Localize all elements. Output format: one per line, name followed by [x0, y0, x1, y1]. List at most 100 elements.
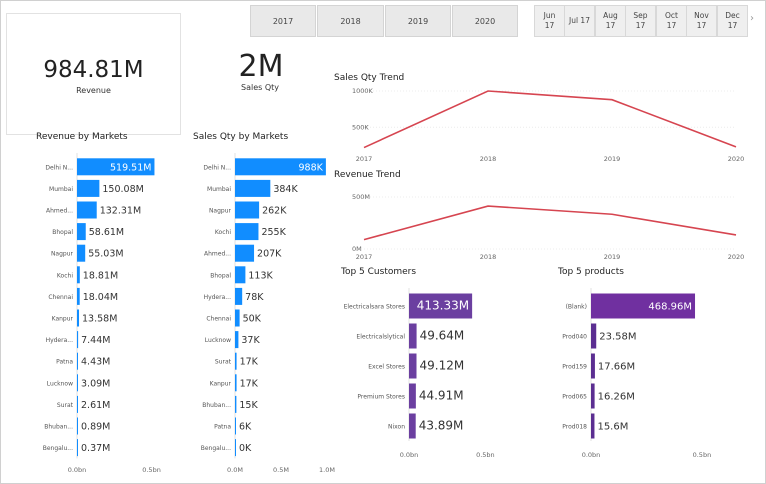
category-label: Lucknow: [205, 337, 231, 344]
year-slicer-2018[interactable]: 2018: [317, 5, 384, 37]
category-label: Bengalu...: [201, 445, 231, 452]
bar[interactable]: [235, 395, 237, 413]
category-label: Ahmed...: [46, 208, 73, 215]
bar[interactable]: [235, 244, 255, 262]
bar[interactable]: [77, 331, 79, 349]
sales-qty-by-markets-chart[interactable]: Delhi N... 988K Mumbai 384K Nagpur 262K Kochi 2…: [191, 149, 341, 479]
revenue-trend-chart[interactable]: 0M 500M 2017 2018 2019 2020: [331, 183, 746, 263]
y-tick-label: 500K: [352, 123, 369, 131]
month-slicer-month: Oct: [665, 11, 678, 20]
revenue-by-markets-chart[interactable]: Delhi N... 519.51M Mumbai 150.08M Ahmed... 13…: [1, 149, 191, 479]
category-label: Patna: [214, 424, 231, 431]
bar[interactable]: [235, 179, 271, 197]
year-slicer-2020[interactable]: 2020: [452, 5, 518, 37]
kpi-card-revenue[interactable]: 984.81M Revenue: [6, 13, 181, 135]
sales-qty-trend-chart[interactable]: 500K 1000K 2017 2018 2019 2020: [331, 85, 746, 165]
bar[interactable]: [591, 323, 597, 349]
year-slicer-2017[interactable]: 2017: [250, 5, 316, 37]
x-tick-label: 0.5M: [273, 466, 289, 474]
sales-qty-trend-title: Sales Qty Trend: [334, 73, 405, 83]
month-slicer-item[interactable]: Dec 17: [717, 5, 748, 37]
top-5-products-chart[interactable]: (Blank) 468.96M Prod040 23.58M Prod159 17.66M…: [546, 283, 761, 465]
data-label: 4.43M: [81, 357, 110, 368]
x-tick-label: 0.5bn: [142, 466, 161, 474]
kpi-revenue-value: 984.81M: [43, 57, 144, 83]
month-slicer-year: 17: [666, 21, 677, 30]
bar[interactable]: [77, 395, 78, 413]
bar[interactable]: [591, 383, 595, 409]
month-slicer-item[interactable]: Nov 17: [686, 5, 717, 37]
bar[interactable]: [77, 158, 155, 176]
data-label: 44.91M: [419, 389, 464, 403]
category-label: Bengalu...: [43, 445, 73, 452]
x-tick-label: 2017: [356, 155, 373, 163]
month-slicer-item[interactable]: Jul 17: [564, 5, 595, 37]
kpi-card-sales-qty[interactable]: 2M Sales Qty: [211, 45, 311, 105]
bar[interactable]: [77, 201, 97, 219]
bar[interactable]: [235, 331, 239, 349]
x-tick-label: 0.0M: [227, 466, 243, 474]
x-tick-label: 0.0bn: [400, 451, 419, 459]
kpi-sales-qty-value: 2M: [238, 49, 284, 84]
x-tick-label: 2017: [356, 253, 373, 261]
data-label: 18.04M: [83, 292, 118, 303]
bar[interactable]: [591, 293, 696, 319]
series-line[interactable]: [363, 90, 737, 149]
bar[interactable]: [77, 439, 78, 457]
month-slicer-item[interactable]: Oct 17: [656, 5, 687, 37]
bar[interactable]: [409, 413, 416, 439]
category-label: Delhi N...: [45, 164, 73, 171]
year-slicer-2019[interactable]: 2019: [385, 5, 451, 37]
bar[interactable]: [235, 223, 259, 241]
bar[interactable]: [235, 417, 236, 435]
data-label: 15.6M: [597, 422, 628, 433]
bar[interactable]: [235, 309, 240, 327]
bar[interactable]: [409, 323, 417, 349]
bar[interactable]: [77, 223, 86, 241]
data-label: 15K: [239, 400, 258, 411]
top-5-customers-title: Top 5 Customers: [341, 267, 417, 277]
revenue-trend-title: Revenue Trend: [334, 170, 401, 180]
bar[interactable]: [235, 266, 246, 284]
month-slicer-year: 17: [696, 21, 707, 30]
bar[interactable]: [235, 201, 260, 219]
data-label: 988K: [299, 162, 324, 173]
data-label: 50K: [243, 314, 262, 325]
revenue-by-markets-title: Revenue by Markets: [36, 132, 128, 142]
category-label: Chennai: [206, 316, 231, 323]
series-line[interactable]: [363, 205, 737, 241]
month-slicer-month: Jul 17: [569, 16, 590, 25]
bar[interactable]: [591, 413, 595, 439]
bar[interactable]: [77, 179, 100, 197]
bar[interactable]: [235, 374, 237, 392]
bar[interactable]: [77, 417, 78, 435]
bar[interactable]: [77, 309, 80, 327]
month-slicer-item[interactable]: Sep 17: [625, 5, 656, 37]
data-label: 0K: [239, 443, 252, 454]
category-label: Prod018: [562, 424, 587, 431]
chevron-right-icon[interactable]: ›: [750, 13, 754, 24]
top-5-customers-chart[interactable]: Electricalsara Stores 413.33M Electricalsl…: [331, 283, 546, 465]
month-slicer-year: 17: [727, 21, 738, 30]
data-label: 49.64M: [420, 329, 465, 343]
category-label: Surat: [57, 402, 74, 409]
bar[interactable]: [77, 287, 80, 305]
bar[interactable]: [77, 352, 78, 370]
bar[interactable]: [235, 287, 243, 305]
category-label: Bhopal: [52, 229, 73, 236]
bar[interactable]: [235, 352, 237, 370]
bar[interactable]: [77, 244, 86, 262]
month-slicer-item[interactable]: Aug 17: [595, 5, 626, 37]
data-label: 519.51M: [110, 162, 151, 173]
bar[interactable]: [409, 293, 473, 319]
bar[interactable]: [409, 353, 417, 379]
bar[interactable]: [77, 374, 78, 392]
category-label: Delhi N...: [203, 164, 231, 171]
month-slicer-item[interactable]: Jun 17: [534, 5, 565, 37]
bar[interactable]: [235, 439, 236, 457]
bar[interactable]: [591, 353, 595, 379]
bar[interactable]: [77, 266, 80, 284]
x-tick-label: 0.0bn: [68, 466, 87, 474]
bar[interactable]: [409, 383, 416, 409]
bar[interactable]: [235, 158, 326, 176]
